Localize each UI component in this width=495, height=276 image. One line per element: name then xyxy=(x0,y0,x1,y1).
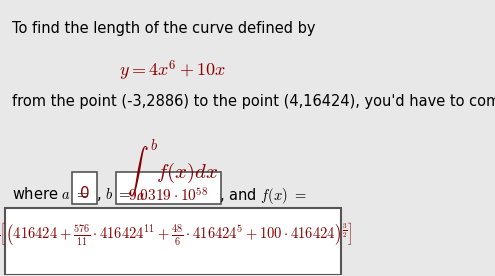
FancyBboxPatch shape xyxy=(72,172,98,204)
Text: $9.0319 \cdot 10^{58}$: $9.0319 \cdot 10^{58}$ xyxy=(128,186,208,205)
Text: $y = 4x^6 + 10x$: $y = 4x^6 + 10x$ xyxy=(119,59,226,83)
FancyBboxPatch shape xyxy=(116,172,221,204)
FancyBboxPatch shape xyxy=(5,208,341,275)
Text: 0: 0 xyxy=(80,186,89,201)
Text: $\int_a^b f(x)dx$: $\int_a^b f(x)dx$ xyxy=(127,138,219,204)
Text: To find the length of the curve defined by: To find the length of the curve defined … xyxy=(12,20,315,36)
Text: from the point (-3,2886) to the point (4,16424), you'd have to compute: from the point (-3,2886) to the point (4… xyxy=(12,94,495,109)
Text: , and $f(x)$ $=$: , and $f(x)$ $=$ xyxy=(219,186,307,206)
Text: $\frac{2}{3}\left[\left(416424 + \frac{576}{11}\cdot 416424^{11} + \frac{48}{6}\: $\frac{2}{3}\left[\left(416424 + \frac{5… xyxy=(0,221,352,248)
Text: , $b$ $=$: , $b$ $=$ xyxy=(96,186,131,203)
Text: where $a$ $=$: where $a$ $=$ xyxy=(12,186,89,202)
